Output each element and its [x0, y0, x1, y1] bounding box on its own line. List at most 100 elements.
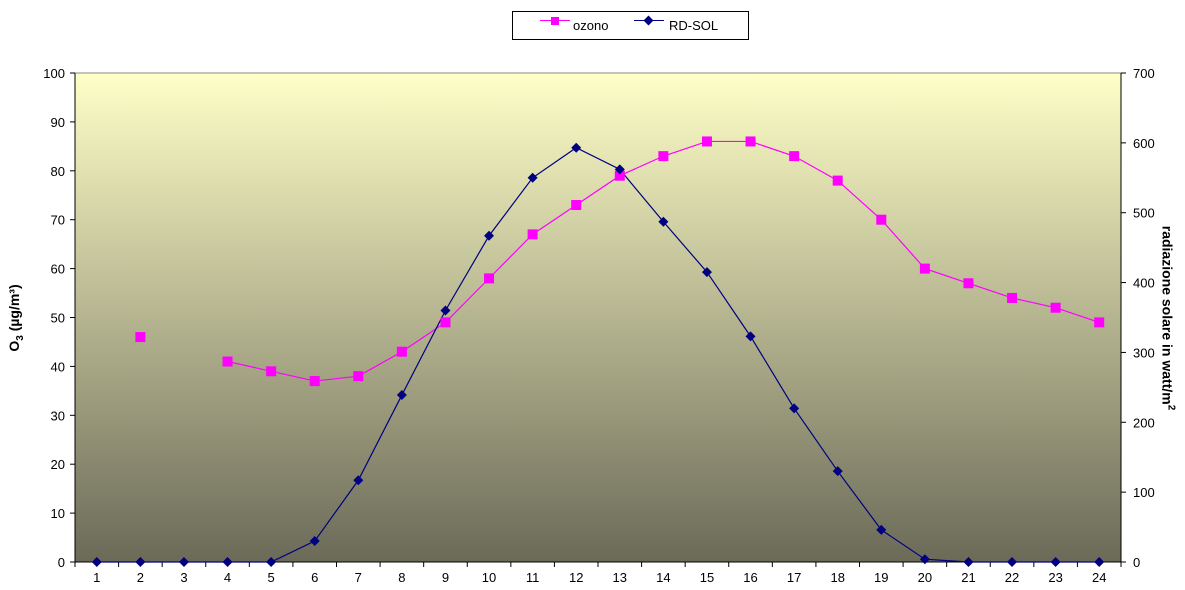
point-ozono — [396, 346, 407, 357]
point-rd-sol — [178, 557, 189, 567]
point-rd-sol — [440, 305, 451, 316]
point-rd-sol — [963, 557, 974, 567]
y-axis-right-label-main: radiazione solare in watt/m — [1159, 225, 1176, 405]
point-rd-sol — [658, 216, 669, 227]
point-rd-sol — [266, 557, 277, 567]
x-tick-label: 2 — [137, 570, 144, 585]
point-ozono — [1094, 317, 1105, 328]
y-right-tick-label: 400 — [1133, 276, 1155, 291]
point-ozono — [440, 317, 451, 328]
x-tick-label: 14 — [656, 570, 670, 585]
x-tick-label: 15 — [700, 570, 714, 585]
point-ozono — [919, 263, 930, 274]
x-tick-label: 18 — [830, 570, 844, 585]
y-axis-left-label-unit: (µg/m³) — [6, 284, 23, 336]
x-axis-ticks: 1 2 3 4 5 6 7 8 9 10 11 12 13 14 15 16 17 18 19 20 21 22 23 24 — [74, 562, 1122, 585]
point-ozono — [527, 229, 538, 240]
x-tick-label: 5 — [268, 570, 275, 585]
y-right-tick-label: 300 — [1133, 345, 1155, 360]
point-ozono — [701, 136, 712, 147]
x-tick-label: 24 — [1092, 570, 1106, 585]
y-right-tick-label: 200 — [1133, 415, 1155, 430]
legend-label-rdsol: RD-SOL — [669, 18, 719, 33]
point-rd-sol — [1094, 557, 1105, 567]
x-tick-label: 4 — [224, 570, 231, 585]
point-ozono — [571, 200, 582, 211]
point-rd-sol — [1007, 557, 1018, 567]
x-tick-label: 21 — [961, 570, 975, 585]
point-rd-sol — [832, 466, 843, 477]
x-tick-label: 23 — [1048, 570, 1062, 585]
y-axis-left-label-main: O — [6, 340, 23, 352]
x-tick-label: 13 — [613, 570, 627, 585]
point-rd-sol — [527, 172, 538, 183]
x-tick-label: 16 — [743, 570, 757, 585]
point-rd-sol — [571, 142, 582, 153]
x-tick-label: 19 — [874, 570, 888, 585]
x-tick-label: 8 — [398, 570, 405, 585]
point-rd-sol — [614, 164, 625, 175]
y-axis-left-label-sub: 3 — [14, 335, 26, 341]
point-ozono — [222, 356, 233, 367]
x-tick-label: 3 — [180, 570, 187, 585]
point-ozono — [135, 332, 146, 343]
y-right-tick-label: 700 — [1133, 66, 1155, 81]
point-rd-sol — [353, 475, 364, 486]
point-rd-sol — [701, 267, 712, 278]
point-ozono — [309, 376, 320, 387]
point-rd-sol — [309, 536, 320, 547]
x-tick-label: 17 — [787, 570, 801, 585]
x-tick-label: 10 — [482, 570, 496, 585]
x-tick-label: 9 — [442, 570, 449, 585]
point-ozono — [745, 136, 756, 147]
y-left-tick-label: 80 — [51, 164, 65, 179]
y-axis-right-label: radiazione solare in watt/m2 — [1160, 226, 1177, 411]
y-left-tick-label: 60 — [51, 262, 65, 277]
y-right-tick-label: 0 — [1133, 555, 1140, 570]
point-rd-sol — [789, 403, 800, 414]
x-tick-label: 6 — [311, 570, 318, 585]
point-ozono — [1050, 302, 1061, 313]
x-tick-label: 1 — [93, 570, 100, 585]
point-ozono — [484, 273, 495, 284]
point-rd-sol — [484, 230, 495, 241]
y-left-tick-label: 40 — [51, 359, 65, 374]
y-left-tick-label: 50 — [51, 311, 65, 326]
point-rd-sol — [745, 331, 756, 342]
y-right-tick-label: 500 — [1133, 206, 1155, 221]
y-left-tick-label: 70 — [51, 213, 65, 228]
right-axis-ticks: 0 100 200 300 400 500 600 700 — [1121, 66, 1155, 570]
legend-marker-rdsol — [643, 15, 654, 26]
point-ozono — [1007, 292, 1018, 303]
point-ozono — [266, 366, 277, 377]
legend: ozono RD-SOL — [512, 11, 749, 40]
y-left-tick-label: 10 — [51, 506, 65, 521]
point-rd-sol — [396, 390, 407, 401]
series-markers — [91, 136, 1105, 567]
plot-area — [74, 72, 1122, 563]
point-ozono — [876, 214, 887, 225]
x-tick-label: 11 — [526, 570, 540, 585]
point-ozono — [353, 371, 364, 382]
y-left-tick-label: 90 — [51, 115, 65, 130]
y-axis-right-label-sup: 2 — [1165, 404, 1177, 411]
left-axis-ticks: 0 10 20 30 40 50 60 70 80 90 100 — [43, 66, 75, 570]
x-tick-label: 12 — [569, 570, 583, 585]
legend-marker-ozono — [551, 17, 559, 25]
point-rd-sol — [135, 557, 146, 567]
y-left-tick-label: 100 — [43, 66, 65, 81]
y-left-tick-label: 30 — [51, 408, 65, 423]
y-axis-left-label: O3 (µg/m³) — [6, 284, 26, 351]
point-ozono — [658, 151, 669, 162]
point-ozono — [963, 278, 974, 289]
y-right-tick-label: 100 — [1133, 485, 1155, 500]
point-rd-sol — [222, 557, 233, 567]
y-left-tick-label: 20 — [51, 457, 65, 472]
y-right-tick-label: 600 — [1133, 136, 1155, 151]
point-ozono — [832, 175, 843, 186]
point-ozono — [789, 151, 800, 162]
point-rd-sol — [91, 557, 102, 567]
point-rd-sol — [1050, 557, 1061, 567]
point-ozono — [614, 170, 625, 181]
